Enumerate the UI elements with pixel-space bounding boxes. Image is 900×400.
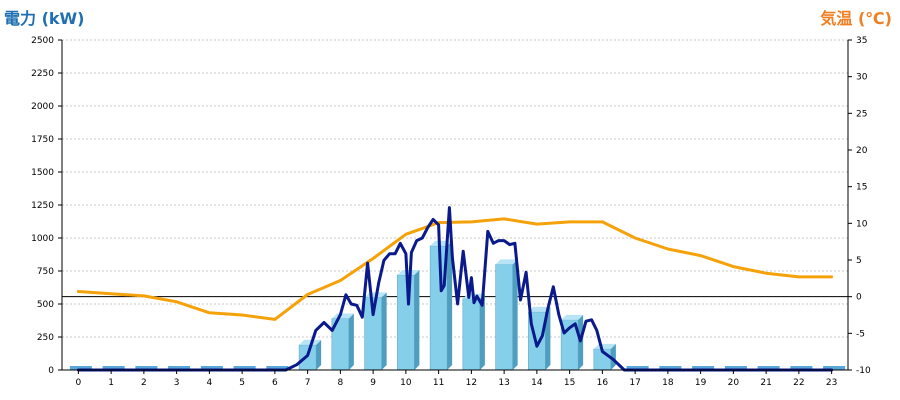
left-axis-title: 電力 (kW) — [4, 9, 85, 28]
y-tick-label: 2500 — [31, 36, 54, 46]
bar-side — [381, 292, 387, 370]
x-tick-label: 6 — [272, 378, 278, 388]
x-tick-label: 21 — [760, 378, 771, 388]
bar-side — [447, 240, 453, 370]
y-tick-label: 2000 — [31, 102, 54, 112]
x-tick-label: 22 — [793, 378, 804, 388]
bar-side — [545, 306, 551, 370]
x-tick-label: 16 — [597, 378, 609, 388]
bar — [102, 366, 125, 370]
bar — [168, 366, 191, 370]
bar-top — [561, 314, 584, 320]
bar — [626, 366, 649, 370]
y2-tick-label: 0 — [856, 293, 862, 303]
x-tick-label: 8 — [338, 378, 344, 388]
x-tick-label: 0 — [76, 378, 82, 388]
bar-front — [495, 264, 513, 371]
temperature-line — [76, 217, 834, 321]
x-tick-label: 15 — [564, 378, 575, 388]
x-tick-label: 18 — [662, 378, 674, 388]
x-tick-label: 12 — [466, 378, 477, 388]
bar — [135, 366, 158, 370]
y-tick-label: 250 — [37, 333, 54, 343]
x-tick-label: 20 — [728, 378, 740, 388]
y-tick-label: 1250 — [31, 201, 54, 211]
bar — [495, 259, 518, 371]
bar — [429, 240, 453, 371]
bar-front — [462, 298, 481, 371]
y2-tick-label: -10 — [856, 366, 871, 376]
power-series — [76, 206, 834, 372]
bar — [69, 366, 92, 370]
x-tick-label: 1 — [108, 378, 114, 388]
x-tick-label: 23 — [826, 378, 837, 388]
y2-tick-label: 35 — [856, 36, 867, 46]
temperature-series — [76, 217, 834, 321]
bar — [757, 366, 780, 370]
bar-side — [414, 269, 420, 370]
bar — [331, 313, 354, 371]
x-tick-label: 10 — [400, 378, 412, 388]
y2-tick-label: 30 — [856, 73, 868, 83]
bar-top — [397, 269, 420, 275]
bar-top — [299, 339, 322, 345]
y2-tick-label: 20 — [856, 146, 868, 156]
bar-side — [479, 293, 485, 370]
tick-labels: 02505007501000125015001750200022502500-1… — [31, 36, 871, 388]
y2-tick-label: 10 — [856, 219, 868, 229]
y-tick-label: 750 — [37, 267, 54, 277]
bar — [790, 366, 813, 370]
x-tick-label: 7 — [305, 378, 311, 388]
bar — [560, 314, 584, 371]
x-tick-label: 2 — [141, 378, 147, 388]
y2-tick-label: 15 — [856, 183, 867, 193]
x-tick-label: 5 — [239, 378, 245, 388]
bar-side — [316, 339, 322, 370]
bar — [200, 366, 223, 370]
y-tick-label: 1750 — [31, 135, 54, 145]
bar — [233, 366, 256, 370]
x-tick-label: 14 — [531, 378, 543, 388]
right-axis-title: 気温 (℃) — [820, 9, 892, 28]
bar — [593, 343, 616, 371]
bar-front — [397, 274, 415, 371]
bar — [659, 366, 682, 370]
bar — [823, 366, 846, 370]
x-tick-label: 3 — [174, 378, 180, 388]
grid-lines — [62, 39, 848, 371]
bar — [724, 366, 747, 370]
x-tick-label: 4 — [207, 378, 213, 388]
bar — [298, 339, 322, 371]
y2-tick-label: 25 — [856, 109, 867, 119]
x-tick-label: 13 — [498, 378, 509, 388]
bar-side — [512, 259, 518, 370]
bar-side — [610, 343, 616, 370]
bar-top — [495, 259, 518, 265]
y2-tick-label: 5 — [856, 256, 862, 266]
y-tick-label: 1000 — [31, 234, 54, 244]
bar-side — [348, 313, 354, 370]
y2-tick-label: -5 — [856, 329, 865, 339]
bar-front — [298, 344, 317, 371]
bar — [692, 366, 715, 370]
y-tick-label: 2250 — [31, 69, 54, 79]
x-tick-label: 9 — [370, 378, 376, 388]
x-tick-label: 17 — [629, 378, 640, 388]
y-tick-label: 0 — [48, 366, 54, 376]
y-tick-label: 1500 — [31, 168, 54, 178]
x-tick-label: 11 — [433, 378, 444, 388]
power-line — [76, 206, 834, 372]
y-tick-label: 500 — [37, 300, 54, 310]
x-tick-label: 19 — [695, 378, 707, 388]
bar-top — [528, 306, 551, 312]
bar — [266, 366, 289, 370]
